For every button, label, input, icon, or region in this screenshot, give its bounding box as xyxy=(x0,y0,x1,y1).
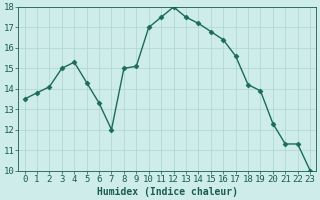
X-axis label: Humidex (Indice chaleur): Humidex (Indice chaleur) xyxy=(97,186,238,197)
